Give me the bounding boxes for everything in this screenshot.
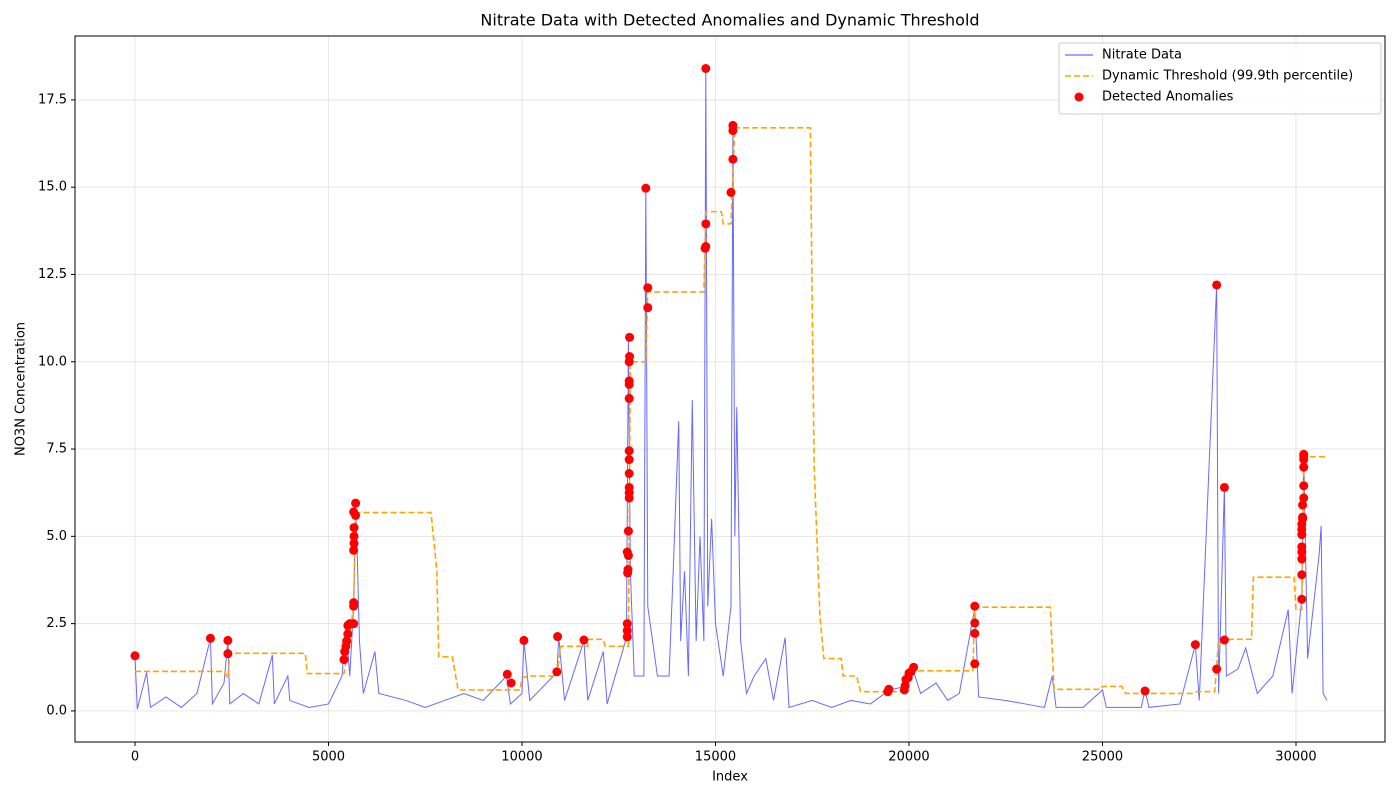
legend-label: Detected Anomalies [1102,90,1234,105]
anomaly-point [623,565,633,575]
anomaly-point [351,510,361,520]
anomaly-point [641,183,651,193]
anomaly-point [1299,493,1309,503]
anomaly-point [130,651,140,661]
y-tick-label: 15.0 [38,180,67,195]
anomaly-point [1297,554,1307,564]
anomaly-point [552,667,562,677]
anomaly-point [884,684,894,694]
x-tick-label: 20000 [888,750,929,765]
anomaly-point [1298,512,1308,522]
anomaly-point [643,303,653,313]
y-tick-label: 0.0 [46,703,67,718]
anomaly-point [519,635,529,645]
anomaly-point [1298,500,1308,510]
anomaly-point [970,601,980,611]
anomaly-point [625,352,635,362]
anomaly-point [553,632,563,642]
anomaly-point [349,545,359,555]
x-tick-label: 30000 [1275,750,1316,765]
anomaly-point [728,120,738,130]
plot-area [75,36,1385,742]
anomaly-point [622,619,632,629]
anomaly-point [701,63,711,73]
anomaly-point [970,659,980,669]
legend: Nitrate Data Dynamic Threshold (99.9th pe… [1058,42,1382,115]
anomaly-point [726,187,736,197]
anomaly-point [1190,640,1200,650]
anomaly-point [349,531,359,541]
anomaly-point [1299,481,1309,491]
y-axis-label: NO3N Concentration [14,322,29,456]
anomaly-point [624,393,634,403]
x-tick-label: 25000 [1082,750,1123,765]
anomaly-point [624,468,634,478]
anomaly-point [223,635,233,645]
anomaly-point [502,669,512,679]
anomaly-point [579,635,589,645]
y-tick-label: 5.0 [46,529,67,544]
anomaly-point [349,538,359,548]
chart-title: Nitrate Data with Detected Anomalies and… [480,11,979,30]
anomaly-point [1212,664,1222,674]
anomaly-point [1212,280,1222,290]
plot-frame [74,35,1386,743]
anomaly-point [1140,686,1150,696]
anomaly-point [909,662,919,672]
anomaly-point [701,242,711,252]
anomaly-point [349,619,359,629]
anomaly-point [506,678,516,688]
anomaly-point [349,598,359,608]
anomaly-point [643,283,653,293]
legend-label: Nitrate Data [1102,48,1182,63]
x-axis-label: Index [712,770,748,785]
anomaly-point [1297,542,1307,552]
y-tick-label: 17.5 [38,92,67,107]
anomaly-point [625,332,635,342]
anomaly-point [728,154,738,164]
legend-label: Dynamic Threshold (99.9th percentile) [1102,69,1353,84]
x-tick-label: 0 [131,750,139,765]
anomaly-point [622,626,632,636]
y-tick-label: 7.5 [46,442,67,457]
anomaly-point [624,376,634,386]
anomaly-point [343,629,353,639]
y-tick-label: 10.0 [38,354,67,369]
anomaly-point [1297,594,1307,604]
anomaly-point [351,498,361,508]
anomaly-point [1219,482,1229,492]
y-tick-label: 2.5 [46,616,67,631]
marks [130,63,1328,710]
anomaly-point [623,526,633,536]
anomaly-point [1297,570,1307,580]
y-tick-label: 12.5 [38,267,67,282]
legend-marker [1074,92,1084,102]
anomaly-point [624,446,634,456]
anomaly-point [205,633,215,643]
anomaly-point [622,547,632,557]
x-tick-label: 10000 [501,750,542,765]
x-tick-label: 15000 [695,750,736,765]
anomaly-point [349,523,359,533]
anomaly-point [1299,449,1309,459]
anomaly-point [701,219,711,229]
legend-box [1058,42,1382,115]
anomaly-point [624,455,634,465]
anomaly-point [223,649,233,659]
anomaly-point [342,636,352,646]
anomaly-point [339,655,349,665]
anomaly-point [970,618,980,628]
anomaly-point [622,632,632,642]
anomaly-point [1219,635,1229,645]
x-tick-label: 5000 [312,750,345,765]
anomaly-point [1299,462,1309,472]
anomaly-point [624,482,634,492]
grid [75,36,1385,742]
anomaly-point [970,628,980,638]
